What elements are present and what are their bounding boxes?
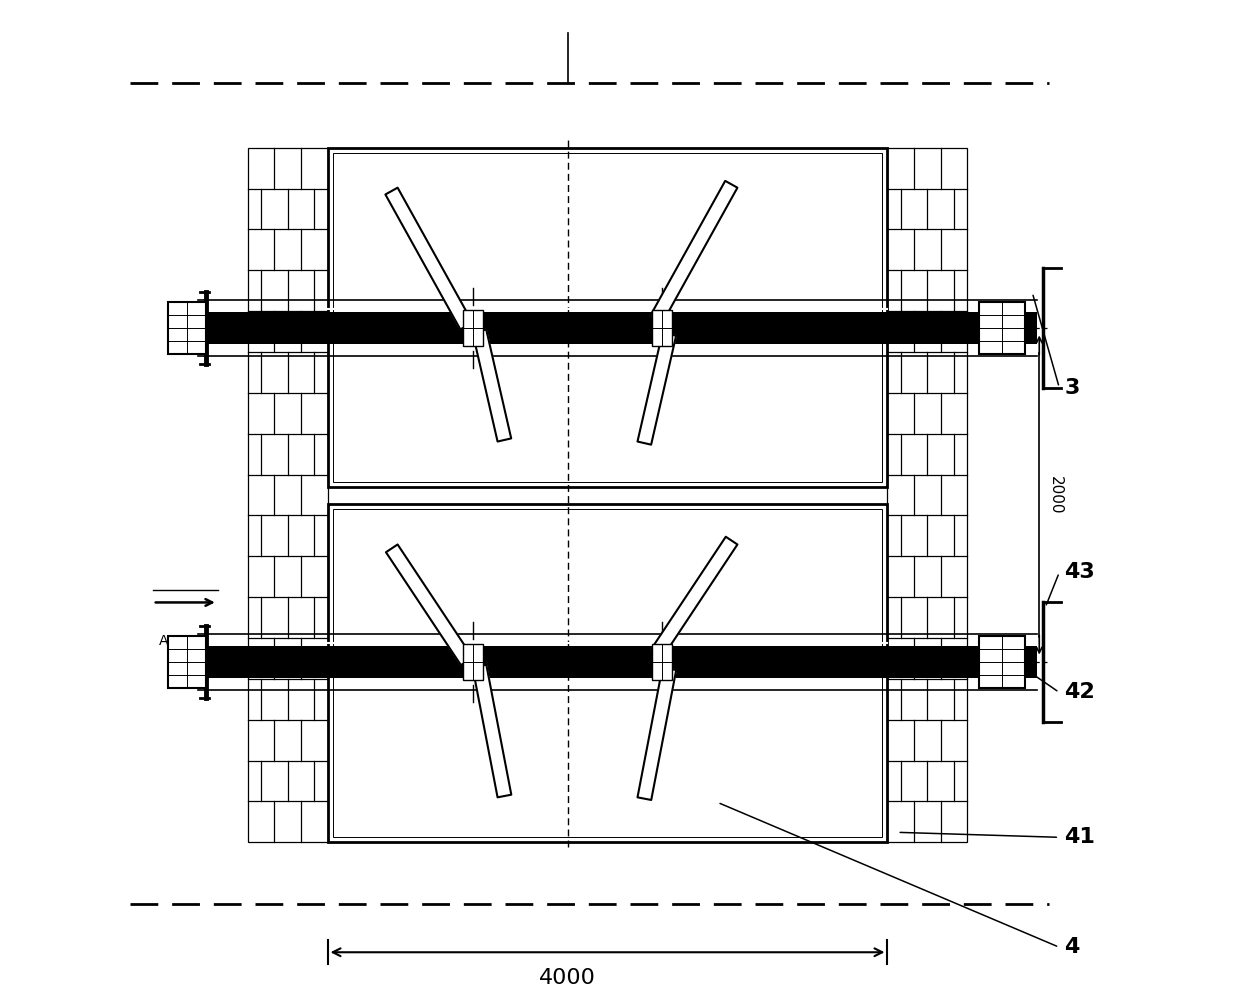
Bar — [327, 505, 887, 842]
Bar — [332, 510, 882, 837]
Polygon shape — [387, 545, 472, 665]
Polygon shape — [638, 667, 676, 800]
Text: A向: A向 — [159, 633, 177, 647]
Text: 42: 42 — [1064, 682, 1095, 702]
Polygon shape — [472, 664, 512, 797]
Bar — [979, 636, 1026, 688]
Text: 4: 4 — [1064, 938, 1079, 957]
Bar — [198, 312, 1037, 344]
Text: 2000: 2000 — [1048, 475, 1063, 515]
Polygon shape — [650, 537, 737, 657]
Bar — [248, 148, 327, 842]
Bar — [462, 644, 482, 680]
Bar — [332, 153, 882, 481]
Polygon shape — [472, 330, 512, 441]
Bar — [167, 302, 206, 354]
Polygon shape — [638, 333, 676, 444]
Text: 41: 41 — [1064, 827, 1095, 847]
Bar — [887, 148, 968, 842]
Text: 4000: 4000 — [539, 968, 596, 988]
Bar — [653, 644, 673, 680]
Bar — [653, 310, 673, 346]
Text: 3: 3 — [1064, 378, 1079, 398]
Bar — [198, 646, 1037, 678]
Polygon shape — [650, 181, 737, 323]
Text: 43: 43 — [1064, 563, 1095, 583]
Bar — [462, 310, 482, 346]
Bar — [327, 148, 887, 486]
Polygon shape — [385, 188, 472, 330]
Bar — [979, 302, 1026, 354]
Bar — [167, 636, 206, 688]
